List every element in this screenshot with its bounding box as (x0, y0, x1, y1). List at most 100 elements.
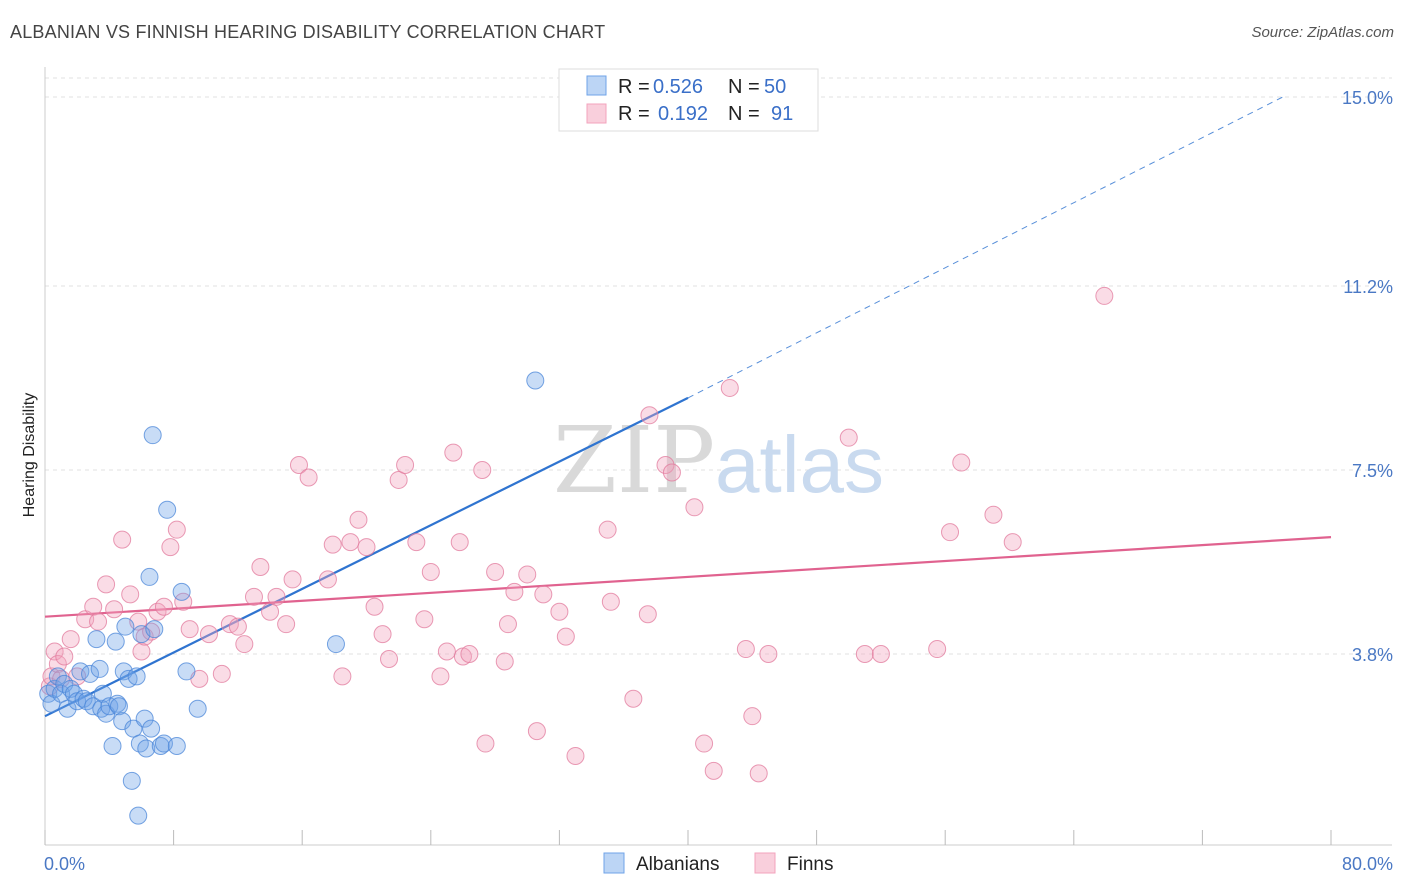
trend-extension-albanians (687, 96, 1284, 399)
point-finns-33 (261, 602, 280, 621)
point-finns-58 (460, 645, 479, 664)
point-finns-63 (498, 615, 517, 634)
point-albanians-36 (137, 739, 156, 758)
point-finns-65 (518, 565, 537, 584)
point-finns-74 (640, 406, 659, 425)
point-finns-14 (121, 585, 140, 604)
point-finns-42 (341, 533, 360, 552)
point-albanians-22 (106, 632, 125, 651)
point-finns-37 (289, 456, 308, 475)
watermark: ZIP atlas (553, 407, 884, 514)
point-albanians-41 (151, 737, 170, 756)
point-finns-72 (601, 592, 620, 611)
point-albanians-47 (188, 699, 207, 718)
point-finns-48 (389, 470, 408, 489)
point-albanians-16 (90, 659, 109, 678)
point-albanians-6 (58, 699, 77, 718)
point-finns-43 (349, 510, 368, 529)
chart-title: ALBANIAN VS FINNISH HEARING DISABILITY C… (10, 22, 606, 42)
point-finns-66 (527, 722, 546, 741)
y-axis-label: Hearing Disability (21, 393, 38, 518)
point-finns-49 (396, 456, 415, 475)
point-finns-13 (113, 530, 132, 549)
point-finns-39 (318, 570, 337, 589)
point-finns-89 (928, 640, 947, 659)
point-finns-45 (365, 597, 384, 616)
point-finns-51 (415, 610, 434, 629)
point-albanians-21 (103, 737, 122, 756)
bottom-legend-label-albanians: Albanians (636, 854, 719, 875)
point-finns-11 (97, 575, 116, 594)
point-albanians-37 (140, 567, 159, 586)
point-finns-38 (299, 468, 318, 487)
point-finns-84 (749, 764, 768, 783)
point-albanians-43 (158, 500, 177, 519)
point-albanians-32 (127, 667, 146, 686)
legend-r-albanians: 0.526 (653, 76, 703, 98)
point-finns-6 (61, 630, 80, 649)
y-tick-label-1: 7.5% (1352, 461, 1393, 481)
point-finns-78 (685, 498, 704, 517)
point-finns-73 (624, 689, 643, 708)
bottom-legend-label-finns: Finns (787, 854, 833, 875)
legend-swatch-albanians (586, 75, 607, 96)
point-finns-83 (743, 707, 762, 726)
point-finns-35 (277, 615, 296, 634)
point-finns-36 (283, 570, 302, 589)
point-finns-93 (1003, 533, 1022, 552)
point-finns-47 (380, 649, 399, 668)
point-finns-61 (486, 562, 505, 581)
point-albanians-49 (526, 371, 545, 390)
x-tick-label-1: 80.0% (1342, 854, 1393, 874)
y-tick-label-0: 3.8% (1352, 645, 1393, 665)
point-albanians-31 (129, 806, 148, 825)
point-albanians-29 (122, 771, 141, 790)
legend-swatch-finns (586, 103, 607, 124)
point-finns-82 (736, 640, 755, 659)
y-tick-label-2: 11.2% (1343, 277, 1393, 297)
legend-box: R = 0.526 N = 50 R = 0.192 N = 91 (558, 68, 819, 132)
point-finns-30 (235, 635, 254, 654)
point-finns-88 (871, 645, 890, 664)
point-finns-12 (105, 600, 124, 619)
legend-n-label-finns: N = (728, 103, 760, 125)
point-albanians-40 (145, 620, 164, 639)
point-albanians-39 (143, 426, 162, 445)
point-finns-94 (1095, 286, 1114, 305)
point-finns-4 (52, 669, 71, 688)
legend-n-albanians: 50 (764, 76, 786, 98)
point-finns-70 (566, 746, 585, 765)
point-albanians-35 (135, 709, 154, 728)
point-albanians-44 (167, 737, 186, 756)
point-albanians-45 (172, 582, 191, 601)
point-finns-55 (444, 443, 463, 462)
trend-line-albanians (44, 396, 689, 718)
point-finns-80 (704, 761, 723, 780)
point-finns-81 (720, 378, 739, 397)
point-finns-5 (55, 647, 74, 666)
watermark-atlas: atlas (715, 420, 884, 509)
trend-line-finns (44, 536, 1332, 618)
point-finns-52 (421, 562, 440, 581)
point-finns-40 (323, 535, 342, 554)
point-finns-69 (556, 627, 575, 646)
point-finns-41 (333, 667, 352, 686)
gridlines (45, 77, 1392, 655)
point-finns-24 (180, 620, 199, 639)
point-finns-60 (476, 734, 495, 753)
source-note: Source: ZipAtlas.com (1251, 24, 1394, 41)
bottom-legend: Albanians Finns (603, 852, 833, 875)
point-finns-71 (598, 520, 617, 539)
point-albanians-13 (81, 664, 100, 683)
bottom-legend-swatch-finns (754, 852, 776, 874)
point-finns-59 (473, 461, 492, 479)
point-albanians-15 (87, 630, 106, 649)
bottom-legend-swatch-albanians (603, 852, 625, 874)
y-tick-label-3: 15.0% (1342, 88, 1393, 108)
point-albanians-1 (42, 694, 61, 713)
point-finns-29 (228, 617, 247, 636)
point-albanians-11 (74, 689, 93, 708)
point-albanians-48 (326, 635, 345, 654)
point-finns-86 (839, 428, 858, 447)
